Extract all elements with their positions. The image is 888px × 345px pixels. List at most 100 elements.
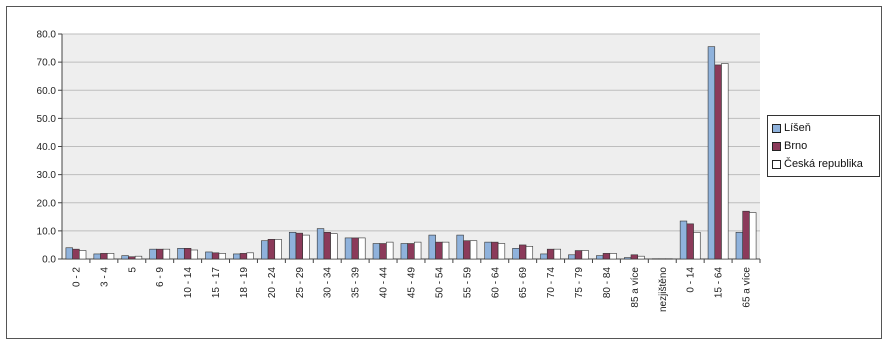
legend-label-brno: Brno [784, 140, 808, 152]
bar-ceska-republika [441, 241, 450, 260]
legend: Líšeň Brno Česká republika [767, 115, 880, 177]
bar-ceska-republika [609, 253, 617, 260]
plot-area: 0.0 10.0 20.0 30.0 40.0 50.0 60.0 70.0 80.0 0 - 2… [37, 30, 761, 312]
x-category-label: 85 a více [630, 267, 641, 308]
x-category-label: 65 a více [742, 267, 753, 308]
legend-label-ceska-republika: Česká republika [784, 158, 863, 170]
bar-lisen [65, 247, 73, 260]
bar-lisen [512, 248, 520, 260]
legend-item-brno: Brno [772, 137, 877, 155]
bar-ceska-republika [497, 243, 506, 260]
bar-ceska-republika [106, 253, 115, 260]
bar-lisen [596, 255, 604, 260]
bar-lisen [288, 231, 297, 260]
bar-brno [658, 258, 666, 260]
y-tick-label: 40.0 [37, 142, 57, 153]
bar-lisen [624, 257, 632, 260]
x-category-label: 40 - 44 [379, 267, 390, 299]
y-tick-label: 80.0 [37, 30, 57, 41]
bar-brno [211, 252, 220, 260]
legend-swatch-brno [772, 141, 781, 151]
bar-brno [407, 243, 415, 260]
bar-brno [630, 254, 639, 260]
bar-ceska-republika [553, 248, 561, 260]
bar-brno [156, 248, 164, 260]
bar-ceska-republika [637, 255, 645, 260]
bar-brno [295, 232, 303, 260]
bar-ceska-republika [79, 250, 87, 260]
x-category-label: 15 - 17 [211, 267, 222, 299]
x-category-label: 5 [127, 267, 138, 273]
bar-lisen [93, 253, 101, 260]
x-category-label: 30 - 34 [323, 267, 334, 299]
bar-brno [100, 253, 108, 260]
bar-lisen [484, 241, 492, 260]
bar-lisen [540, 253, 548, 260]
bar-lisen [679, 220, 688, 260]
x-category-label: 45 - 49 [407, 267, 418, 299]
bar-lisen [205, 251, 213, 260]
legend-label-lisen: Líšeň [784, 122, 811, 134]
bar-brno [183, 248, 192, 260]
bar-brno [128, 256, 136, 260]
x-category-label: 0 - 14 [686, 267, 697, 293]
bar-ceska-republika [358, 237, 366, 260]
bar-ceska-republika [218, 253, 226, 260]
y-tick-label: 0.0 [42, 255, 56, 266]
bar-lisen [568, 254, 576, 260]
bar-brno [379, 243, 387, 260]
x-category-label: 50 - 54 [434, 267, 445, 299]
x-category-label: 35 - 39 [351, 267, 362, 299]
bar-brno [491, 241, 499, 260]
bar-brno [714, 64, 722, 260]
bar-ceska-republika [386, 241, 394, 260]
x-category-label: 0 - 2 [71, 267, 82, 287]
bar-ceska-republika [693, 231, 701, 260]
y-tick-label: 30.0 [37, 170, 57, 181]
bar-brno [435, 241, 443, 260]
bar-lisen [261, 240, 269, 260]
x-category-label: 75 - 79 [574, 267, 585, 299]
x-category-label: 80 - 84 [602, 267, 613, 299]
bar-ceska-republika [330, 233, 338, 260]
bar-brno [463, 240, 471, 260]
legend-item-lisen: Líšeň [772, 119, 877, 137]
bar-lisen [316, 228, 325, 260]
legend-swatch-ceska-republika [772, 159, 781, 169]
x-category-label: 15 - 64 [714, 267, 725, 299]
bar-brno [239, 253, 248, 260]
bar-brno [351, 237, 359, 260]
bar-lisen [233, 253, 241, 260]
bar-brno [574, 250, 583, 260]
bar-lisen [400, 243, 408, 260]
bar-brno [519, 244, 527, 260]
x-category-label: 25 - 29 [295, 267, 306, 299]
bar-ceska-republika [302, 234, 310, 260]
x-category-label: 20 - 24 [267, 267, 278, 299]
bar-lisen [735, 231, 743, 260]
y-tick-label: 50.0 [37, 114, 57, 125]
bar-ceska-republika [749, 212, 757, 260]
x-category-label: 18 - 19 [239, 267, 250, 299]
bar-ceska-republika [581, 250, 589, 260]
bar-brno [686, 223, 694, 260]
legend-swatch-lisen [772, 123, 781, 133]
bar-ceska-republika [414, 241, 422, 260]
bar-lisen [149, 248, 157, 260]
bar-ceska-republika [721, 63, 729, 260]
y-tick-label: 60.0 [37, 86, 57, 97]
bar-lisen [344, 237, 353, 260]
x-category-label: 6 - 9 [155, 267, 166, 287]
bar-brno [602, 253, 611, 260]
x-category-label: 65 - 69 [518, 267, 529, 299]
bar-brno [742, 210, 750, 260]
y-tick-label: 20.0 [37, 198, 57, 209]
bar-ceska-republika [665, 258, 673, 260]
y-tick-label: 10.0 [37, 226, 57, 237]
x-category-label: 55 - 59 [462, 267, 473, 299]
bar-ceska-republika [246, 252, 254, 260]
bar-lisen [707, 46, 716, 260]
bar-brno [72, 248, 80, 260]
bar-ceska-republika [190, 249, 198, 260]
